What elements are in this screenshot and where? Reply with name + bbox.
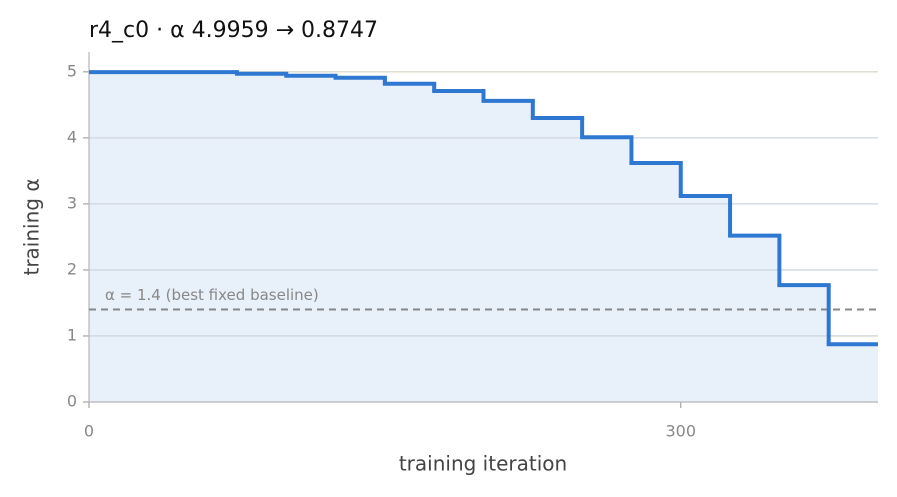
y-axis-label: training α — [20, 178, 44, 275]
reference-label: α = 1.4 (best fixed baseline) — [105, 286, 319, 304]
chart-title: r4_c0 · α 4.9959 → 0.8747 — [89, 18, 378, 43]
y-tick-label: 0 — [67, 392, 77, 411]
y-tick-label: 2 — [67, 259, 77, 278]
x-axis-label: training iteration — [399, 452, 567, 476]
area-fill — [89, 72, 878, 402]
x-tick-label: 0 — [84, 422, 94, 441]
x-tick-label: 300 — [665, 422, 696, 441]
y-tick-label: 4 — [67, 127, 77, 146]
y-tick-label: 1 — [67, 325, 77, 344]
y-tick-label: 5 — [67, 61, 77, 80]
y-tick-label: 3 — [67, 193, 77, 212]
